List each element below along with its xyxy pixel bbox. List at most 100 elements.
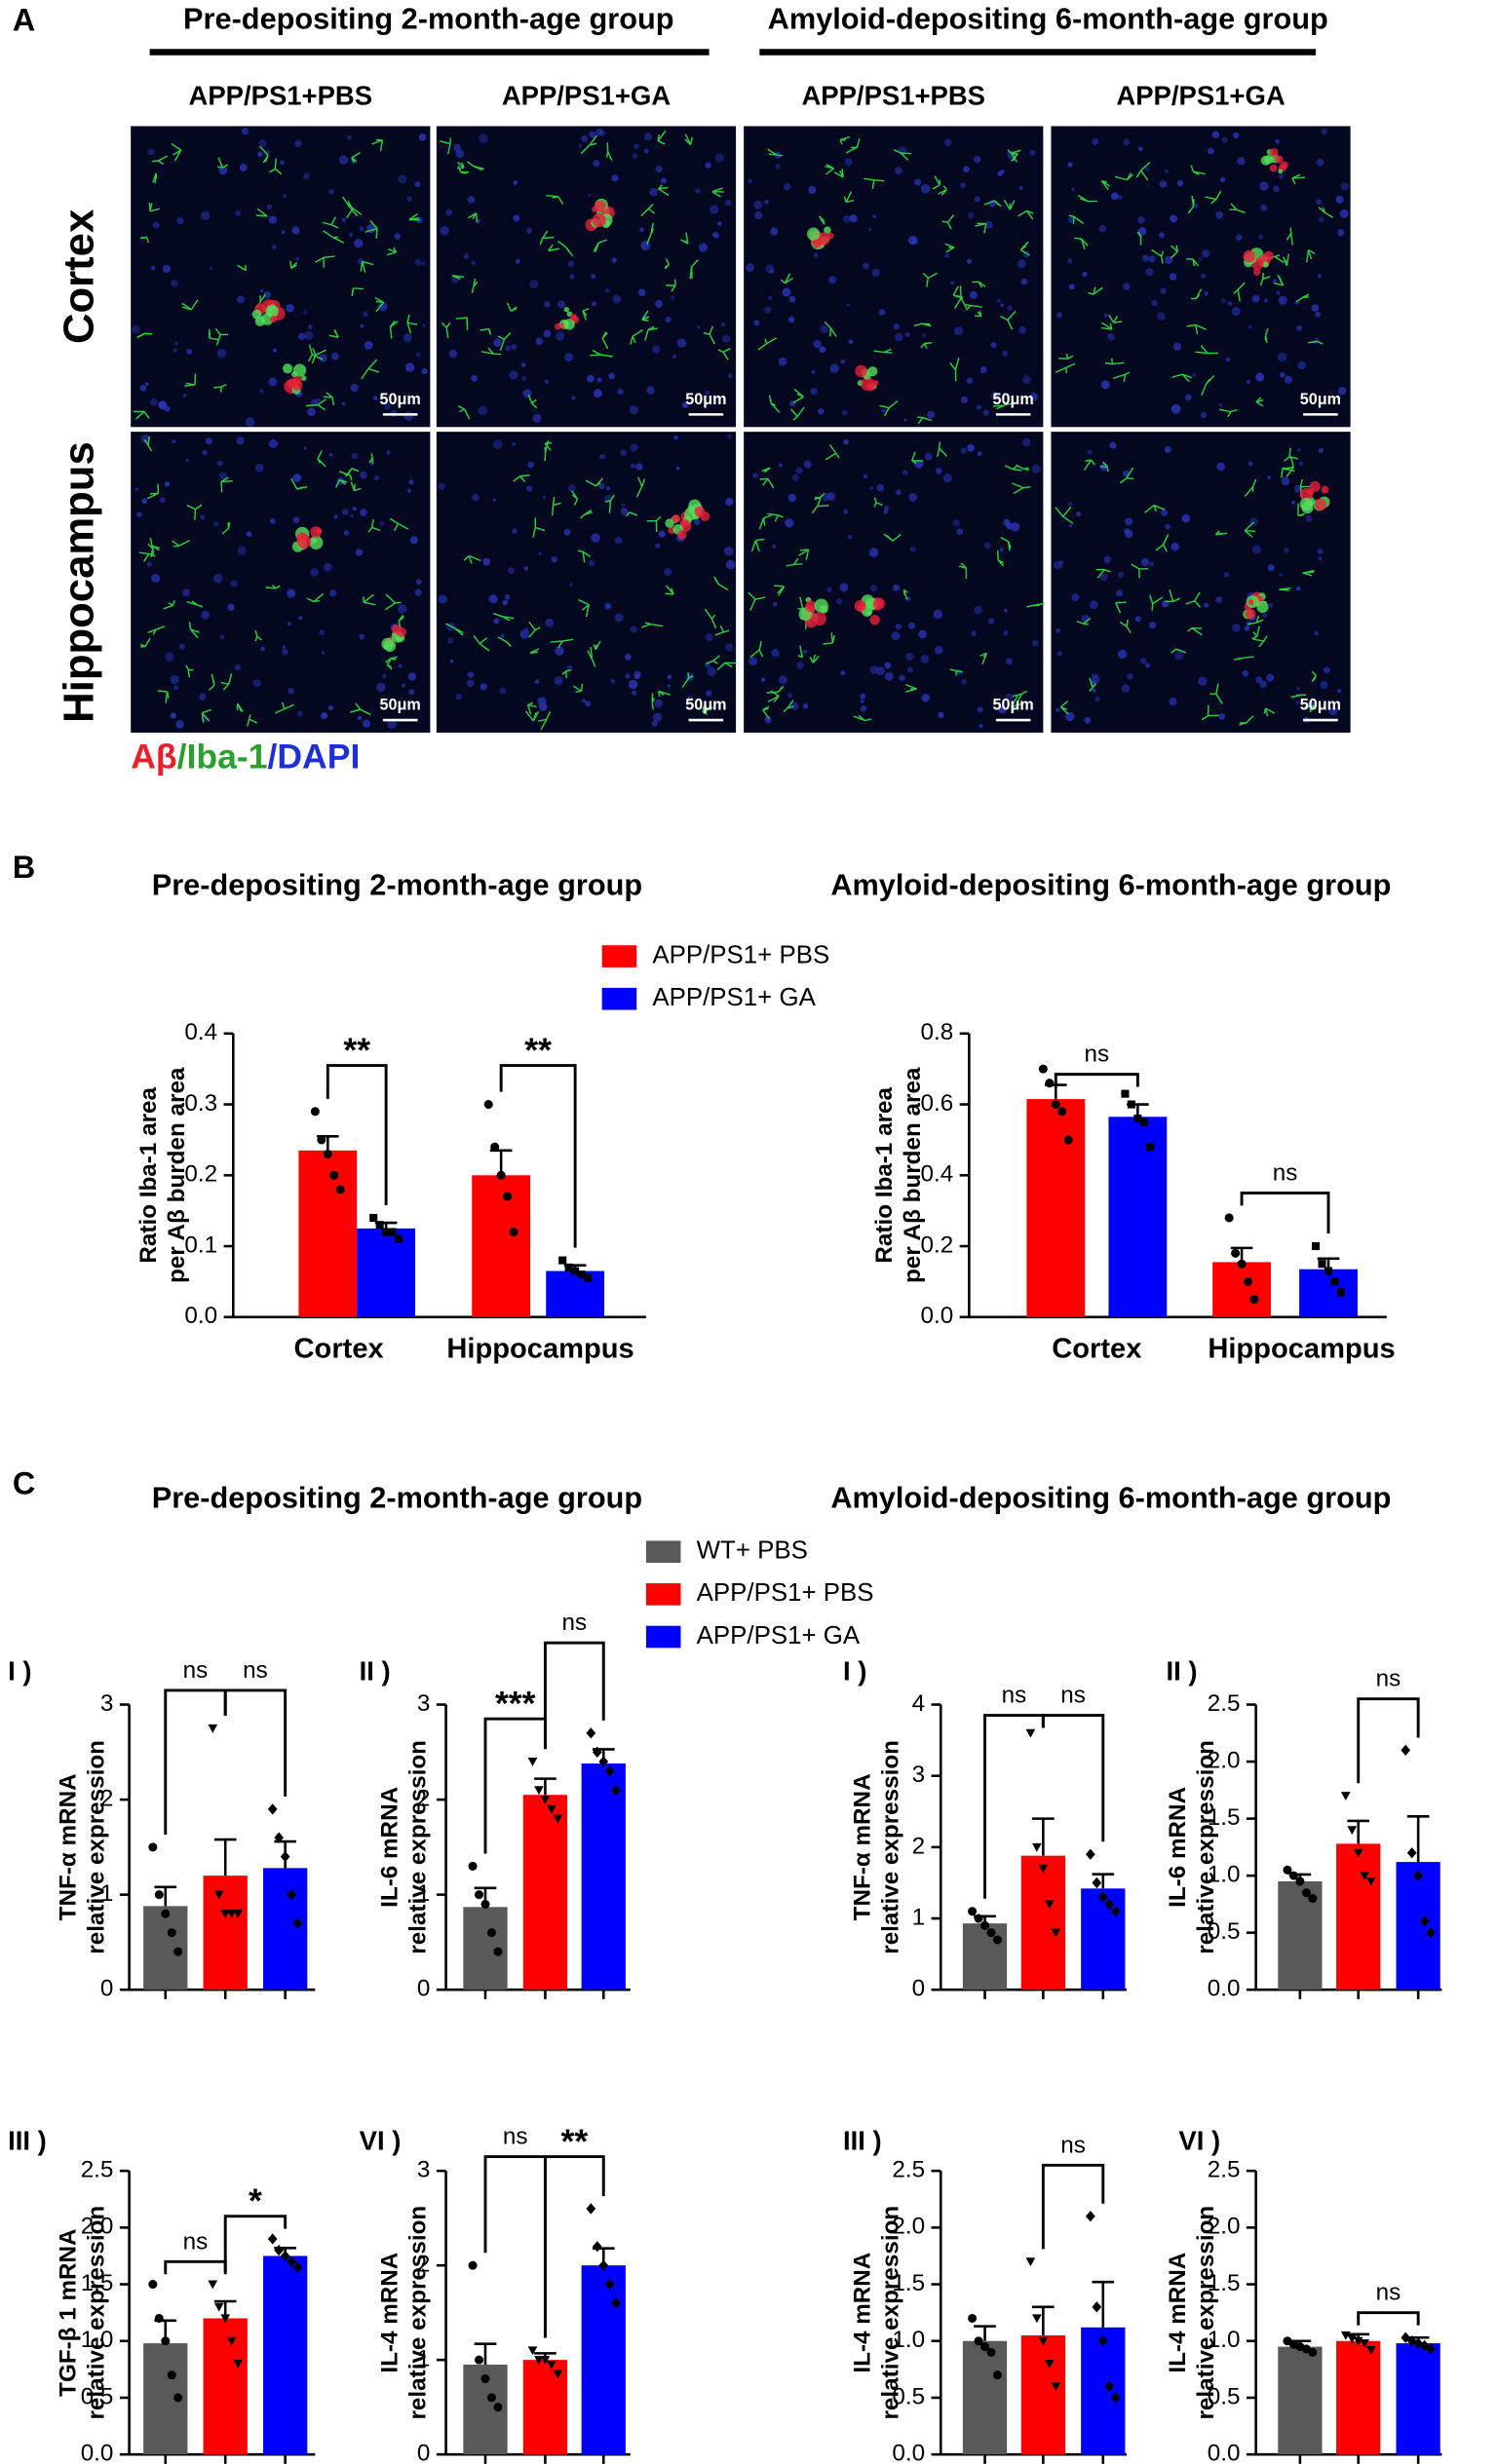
nucleus (625, 653, 632, 661)
data-point (161, 2336, 171, 2346)
nucleus (304, 330, 314, 341)
y-tick-label: 0.0 (81, 2441, 114, 2464)
nucleus (216, 460, 223, 467)
nucleus (266, 204, 272, 209)
bar (1020, 1855, 1065, 1990)
microglia (1215, 532, 1222, 536)
microglia (446, 143, 451, 155)
microglia (537, 718, 547, 722)
microglia (1200, 345, 1209, 354)
microglia (981, 653, 987, 665)
microglia (445, 623, 455, 629)
microglia (665, 258, 671, 265)
microglia (1246, 715, 1254, 724)
bar (1396, 2343, 1440, 2455)
data-point (335, 1185, 345, 1194)
nucleus (150, 398, 158, 406)
nucleus (160, 497, 166, 503)
data-point (564, 1263, 573, 1271)
microglia (1078, 194, 1089, 203)
legend-swatch (601, 945, 637, 967)
nucleus (246, 531, 252, 538)
y-tick-label: 1.0 (892, 2327, 925, 2353)
scale-bar-label: 50μm (1300, 391, 1341, 408)
nucleus (1225, 357, 1231, 362)
microglia (1007, 541, 1012, 549)
nucleus (172, 439, 176, 443)
microglia (370, 518, 374, 528)
microglia (308, 344, 314, 356)
data-point (1025, 2257, 1036, 2267)
nucleus (710, 394, 717, 400)
nucleus (625, 673, 631, 679)
nucleus (863, 474, 868, 479)
microglia (841, 169, 844, 177)
microglia (249, 718, 258, 724)
microglia (716, 662, 726, 670)
microglia (1108, 314, 1115, 323)
nucleus (818, 407, 825, 415)
microglia (666, 284, 675, 287)
nucleus (693, 518, 701, 525)
microglia (1255, 397, 1262, 403)
microglia (1019, 241, 1029, 251)
nucleus (1233, 132, 1240, 139)
microglia (1195, 293, 1201, 299)
microglia (561, 670, 567, 675)
nucleus (1296, 447, 1301, 452)
microglia (197, 604, 204, 608)
nucleus (227, 603, 235, 611)
nucleus (681, 401, 689, 408)
nucleus (1056, 707, 1060, 712)
nucleus (354, 239, 364, 248)
microglia (799, 596, 804, 610)
microglia (390, 321, 399, 328)
nucleus (1172, 342, 1182, 351)
microglia (173, 545, 179, 548)
microglia (1012, 153, 1018, 162)
nucleus (773, 602, 778, 607)
bar (522, 1795, 568, 1990)
micrograph-bg (131, 126, 431, 428)
nucleus (629, 404, 638, 415)
microglia (1264, 327, 1269, 336)
data-point (323, 1149, 332, 1158)
microglia (1026, 209, 1034, 214)
nucleus (146, 561, 152, 567)
nucleus (372, 396, 378, 401)
microglia (812, 655, 820, 663)
microglia (1100, 180, 1109, 191)
nucleus (860, 704, 867, 712)
microglia (589, 142, 597, 146)
nucleus (216, 348, 226, 359)
nucleus (323, 562, 332, 572)
data-point (167, 2370, 176, 2380)
nucleus (950, 281, 954, 285)
microglia (562, 638, 574, 642)
nucleus (1279, 372, 1286, 378)
data-point (527, 2346, 538, 2356)
microglia (748, 591, 756, 600)
nucleus (152, 221, 160, 229)
legend-swatch (645, 1625, 681, 1649)
data-point (274, 2244, 285, 2256)
microglia (158, 160, 165, 166)
microglia (965, 305, 972, 311)
microglia (702, 706, 713, 713)
microglia (780, 279, 786, 284)
microglia (479, 637, 488, 645)
significance-label: ns (503, 2124, 528, 2150)
microglia (1283, 466, 1294, 470)
nucleus (1221, 298, 1226, 303)
nucleus (139, 384, 147, 392)
nucleus (311, 398, 318, 406)
nucleus (213, 573, 223, 584)
nucleus (140, 435, 150, 443)
y-axis-label: IL-6 mRNA (376, 1787, 403, 1908)
microglia (767, 477, 775, 489)
microglia (338, 478, 346, 485)
microglia (871, 179, 875, 189)
nucleus (752, 473, 758, 479)
y-tick-label: 0.0 (920, 1303, 953, 1329)
nucleus (287, 588, 296, 598)
